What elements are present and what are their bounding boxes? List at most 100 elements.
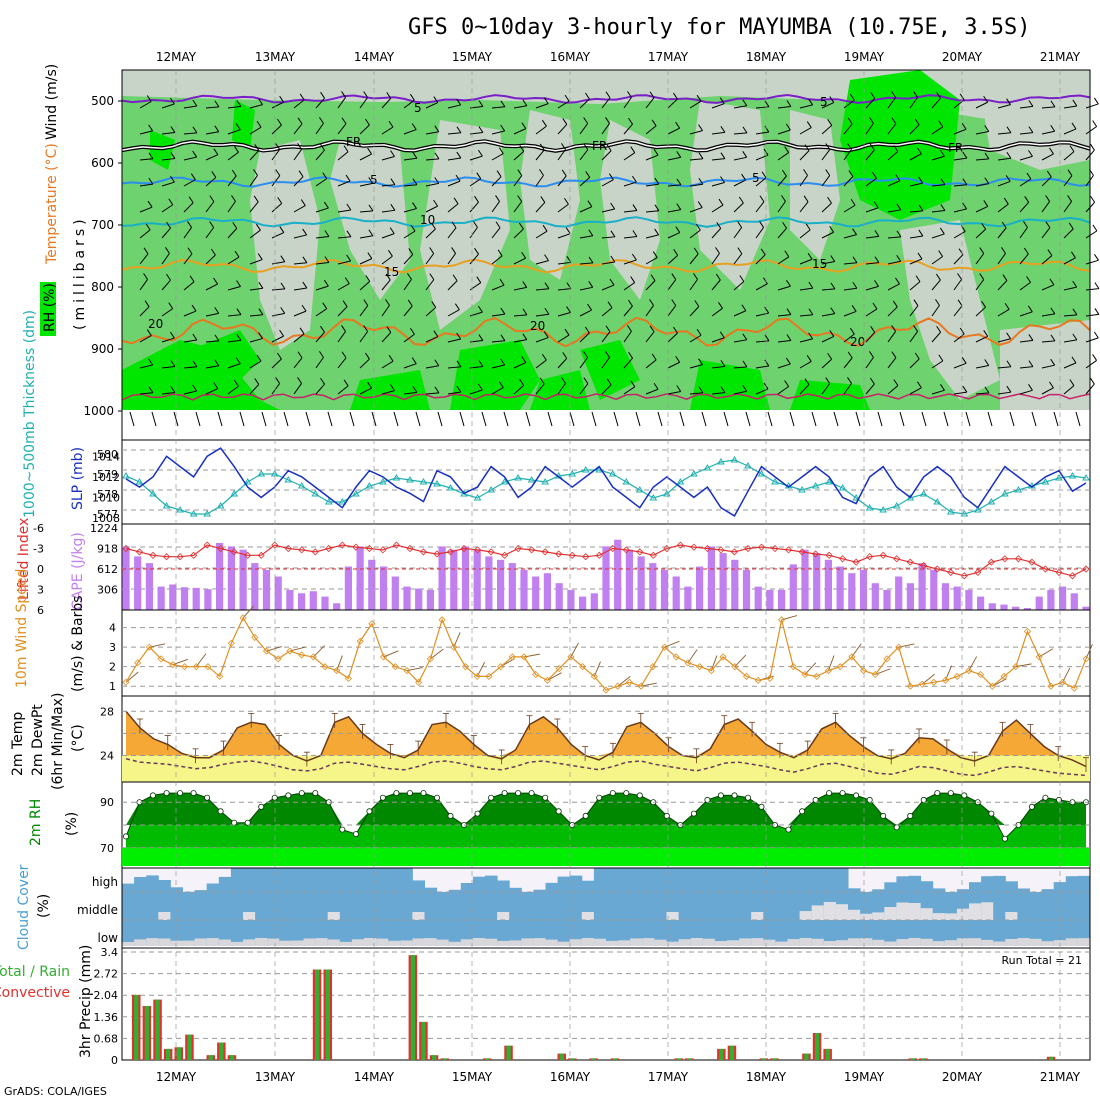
wind-barb [1019, 281, 1031, 291]
wind-barb [887, 385, 899, 395]
wind-barb-flag [236, 334, 242, 341]
precip-rain-bar [432, 1055, 437, 1060]
wind-barb [293, 205, 306, 213]
cape-bar [754, 586, 762, 610]
cloud-high [666, 868, 680, 892]
cape-bar [906, 583, 914, 610]
wind-barb [249, 338, 263, 343]
wind-barb-flag [539, 169, 544, 176]
precip-rain-bar [910, 1058, 915, 1060]
rh-moist-patch [190, 330, 260, 390]
wind-barb-flag [1006, 360, 1012, 368]
wind-barb-flag [146, 329, 152, 336]
li-point [446, 548, 455, 556]
wind-barb [1019, 155, 1033, 161]
wind-barb-flag [323, 279, 329, 287]
wind10m-point [204, 663, 212, 671]
wind-barb-flag [478, 100, 484, 107]
surface-barb [811, 411, 817, 427]
wind-barb-flag [341, 351, 347, 359]
wind-barb [623, 357, 633, 369]
cloud-low-gap [714, 941, 728, 946]
cape-bar [157, 586, 165, 610]
wind-barb-flag [211, 171, 217, 178]
thickness-point [351, 490, 360, 497]
surface-barb [503, 411, 509, 427]
wind-barb-flag [805, 223, 811, 231]
wind-barb [711, 131, 725, 135]
thickness-point [987, 498, 996, 505]
wind10m-point [391, 663, 399, 671]
cloud-mid-low [170, 892, 183, 946]
wind-barb-flag [895, 277, 900, 285]
cloud-mid-low [364, 892, 377, 946]
wind-barb [425, 365, 439, 369]
cloud-mid-low [472, 892, 486, 946]
wind-barb [249, 287, 263, 291]
cloud-low-gap [1041, 941, 1055, 946]
contour-label: 15 [812, 257, 827, 271]
wind-barb [161, 253, 170, 265]
cloud-low-gap [896, 939, 909, 946]
wind-barb [205, 365, 219, 369]
wind-barb [601, 123, 610, 135]
wind-barb-flag [517, 195, 523, 202]
surface-barb [767, 411, 773, 427]
cloud-level-label: middle [77, 903, 118, 917]
rh2m-point [217, 808, 224, 815]
wind-barb [1063, 151, 1075, 161]
wind-barb [865, 383, 875, 395]
wind-barb-flag [341, 91, 346, 98]
wind-barb [975, 306, 986, 317]
wind-barb [755, 340, 769, 343]
thickness-point [946, 508, 955, 515]
cloud-mid-low [460, 892, 474, 946]
rh2m-label: 2m RH [28, 799, 44, 846]
wind-barb-flag [719, 97, 725, 104]
li-point [257, 551, 265, 559]
wind-barb [975, 228, 986, 239]
wind-barb-flag [825, 377, 831, 384]
surface-barb [591, 411, 597, 427]
surface-barb [679, 411, 685, 427]
wind-barb [425, 228, 436, 239]
wind-barb-flag [407, 273, 412, 280]
li-point [298, 546, 306, 554]
wind-barb [271, 358, 282, 369]
li-point [879, 551, 887, 559]
cloud-high [884, 882, 897, 892]
thickness-point [1041, 478, 1050, 485]
wind-barb-flag [630, 276, 636, 283]
wind-barb [997, 180, 1011, 187]
wind-barb [403, 305, 413, 317]
lifted-index-line [122, 541, 1090, 580]
thickness-tick: 577 [97, 508, 118, 521]
wind-barb-flag [873, 201, 879, 209]
li-point [730, 548, 739, 556]
cloud-bars [122, 868, 1091, 946]
wind-barb-flag [390, 384, 395, 391]
wind-barb-flag [786, 308, 792, 315]
wind-barb-flag [190, 173, 196, 180]
wind-barb [1041, 364, 1055, 369]
cape-bar [1000, 604, 1008, 610]
cape-bar [1035, 596, 1043, 610]
rh2m-point [528, 790, 535, 797]
wind-barb-flag [522, 99, 528, 107]
cloud-low-gap [1005, 939, 1018, 946]
wind-barb [337, 283, 350, 291]
wind-barb-flag [276, 352, 282, 360]
wind-barb-flag [168, 198, 174, 206]
wind-barb [733, 310, 747, 317]
precip-rain-bar [208, 1055, 213, 1060]
wind-barb-flag [412, 202, 417, 209]
wind-barb-flag [935, 299, 940, 306]
wind-barb-flag [542, 224, 548, 232]
wind10m-unit: (m/s) & Barbs [70, 595, 86, 692]
wind-barb [1019, 389, 1033, 395]
wind-barb-flag [893, 379, 899, 386]
wind-barb [997, 253, 1006, 265]
wind-barb-flag [1003, 197, 1009, 205]
rh-moist-patch [350, 370, 430, 410]
